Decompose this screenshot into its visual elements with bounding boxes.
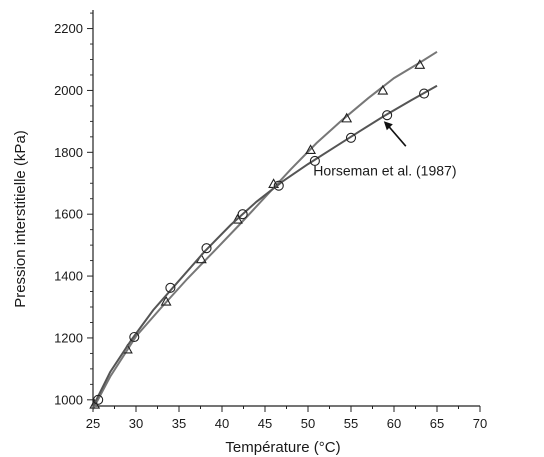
data-point-circle [309,155,320,167]
y-axis-label: Pression interstitielle (kPa) [12,130,29,308]
y-tick-label: 2000 [54,83,83,98]
data-point-circle [237,209,248,220]
x-tick-label: 60 [387,416,401,431]
data-point-triangle [377,84,389,95]
y-tick-label: 1400 [54,269,83,284]
data-point-circle [201,243,212,254]
x-tick-label: 50 [301,416,315,431]
data-point-circle [345,132,357,143]
y-tick-label: 1600 [54,207,83,222]
x-tick-label: 70 [473,416,487,431]
data-point-triangle [341,112,353,123]
data-point-triangle [160,295,172,306]
data-point-triangle [305,144,317,154]
y-tick-label: 1000 [54,392,83,407]
data-point-circle [165,282,176,293]
x-tick-label: 30 [129,416,143,431]
x-axis-label: Température (°C) [225,439,340,456]
data-point-circle [273,180,284,191]
data-point-circle [419,88,430,99]
annotation-label: Horseman et al. (1987) [313,162,456,178]
x-tick-label: 55 [344,416,358,431]
data-point-triangle [414,59,426,69]
y-tick-label: 1800 [54,145,83,160]
data-point-circle [129,331,140,343]
annotation-layer: Horseman et al. (1987) [313,121,456,178]
x-tick-label: 65 [430,416,444,431]
data-point-triangle [232,213,243,224]
data-point-circle [382,110,393,121]
x-tick-label: 25 [86,416,100,431]
series-line-circle [92,84,438,408]
series-layer [89,50,438,410]
y-tick-label: 1200 [54,330,83,345]
axes: 25 30 35 40 45 50 55 60 65 70 1000 1200 1400 1600 1800… [54,10,487,431]
annotation-arrow-head [383,121,393,131]
series-line-triangle [92,50,438,410]
data-point-circle [93,394,104,405]
x-tick-label: 40 [215,416,229,431]
x-tick-label: 45 [258,416,272,431]
y-tick-label: 2200 [54,21,83,36]
x-tick-label: 35 [172,416,186,431]
annotation-arrow-line [386,123,407,147]
